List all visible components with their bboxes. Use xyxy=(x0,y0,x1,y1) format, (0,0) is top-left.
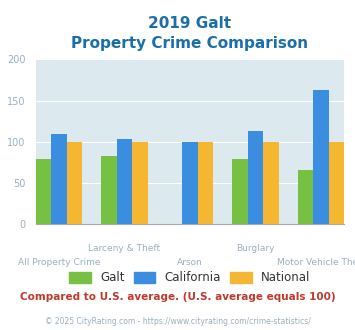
Text: © 2025 CityRating.com - https://www.cityrating.com/crime-statistics/: © 2025 CityRating.com - https://www.city… xyxy=(45,317,310,326)
Bar xyxy=(132,142,148,224)
Bar xyxy=(248,131,263,224)
Bar xyxy=(67,142,82,224)
Bar xyxy=(51,134,67,224)
Bar xyxy=(116,139,132,224)
Title: 2019 Galt
Property Crime Comparison: 2019 Galt Property Crime Comparison xyxy=(71,16,308,51)
Bar xyxy=(297,170,313,224)
Text: Burglary: Burglary xyxy=(236,244,275,253)
Text: All Property Crime: All Property Crime xyxy=(18,258,100,267)
Bar xyxy=(263,142,279,224)
Bar xyxy=(232,159,248,224)
Text: Arson: Arson xyxy=(177,258,203,267)
Bar xyxy=(329,142,344,224)
Bar xyxy=(313,90,329,224)
Text: Compared to U.S. average. (U.S. average equals 100): Compared to U.S. average. (U.S. average … xyxy=(20,292,335,302)
Bar xyxy=(182,142,198,224)
Legend: Galt, California, National: Galt, California, National xyxy=(65,267,315,289)
Bar xyxy=(36,159,51,224)
Bar xyxy=(101,156,116,224)
Bar xyxy=(198,142,213,224)
Text: Larceny & Theft: Larceny & Theft xyxy=(88,244,160,253)
Text: Motor Vehicle Theft: Motor Vehicle Theft xyxy=(277,258,355,267)
